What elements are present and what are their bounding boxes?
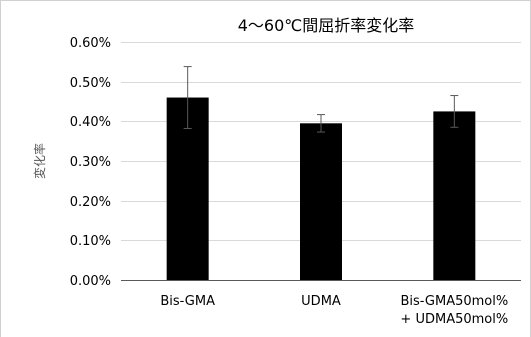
y-axis-label: 変化率 [32, 143, 47, 179]
y-tick-label: 0.20% [70, 195, 111, 210]
y-tick-label: 0.40% [70, 115, 111, 130]
y-tick-label: 0.60% [70, 36, 111, 51]
chart-title: 4〜60℃間屈折率変化率 [238, 16, 415, 35]
y-tick-label: 0.30% [70, 155, 111, 170]
bar [300, 123, 342, 280]
x-tick-label: UDMA [301, 294, 341, 309]
y-tick-label: 0.10% [70, 234, 111, 249]
y-tick-label: 0.00% [70, 274, 111, 289]
x-tick-label: Bis-GMA [160, 294, 215, 309]
bar [433, 111, 476, 281]
x-tick-label: + UDMA50mol% [400, 312, 508, 327]
y-tick-label: 0.50% [70, 76, 111, 91]
x-tick-label: Bis-GMA50mol% [400, 294, 508, 309]
